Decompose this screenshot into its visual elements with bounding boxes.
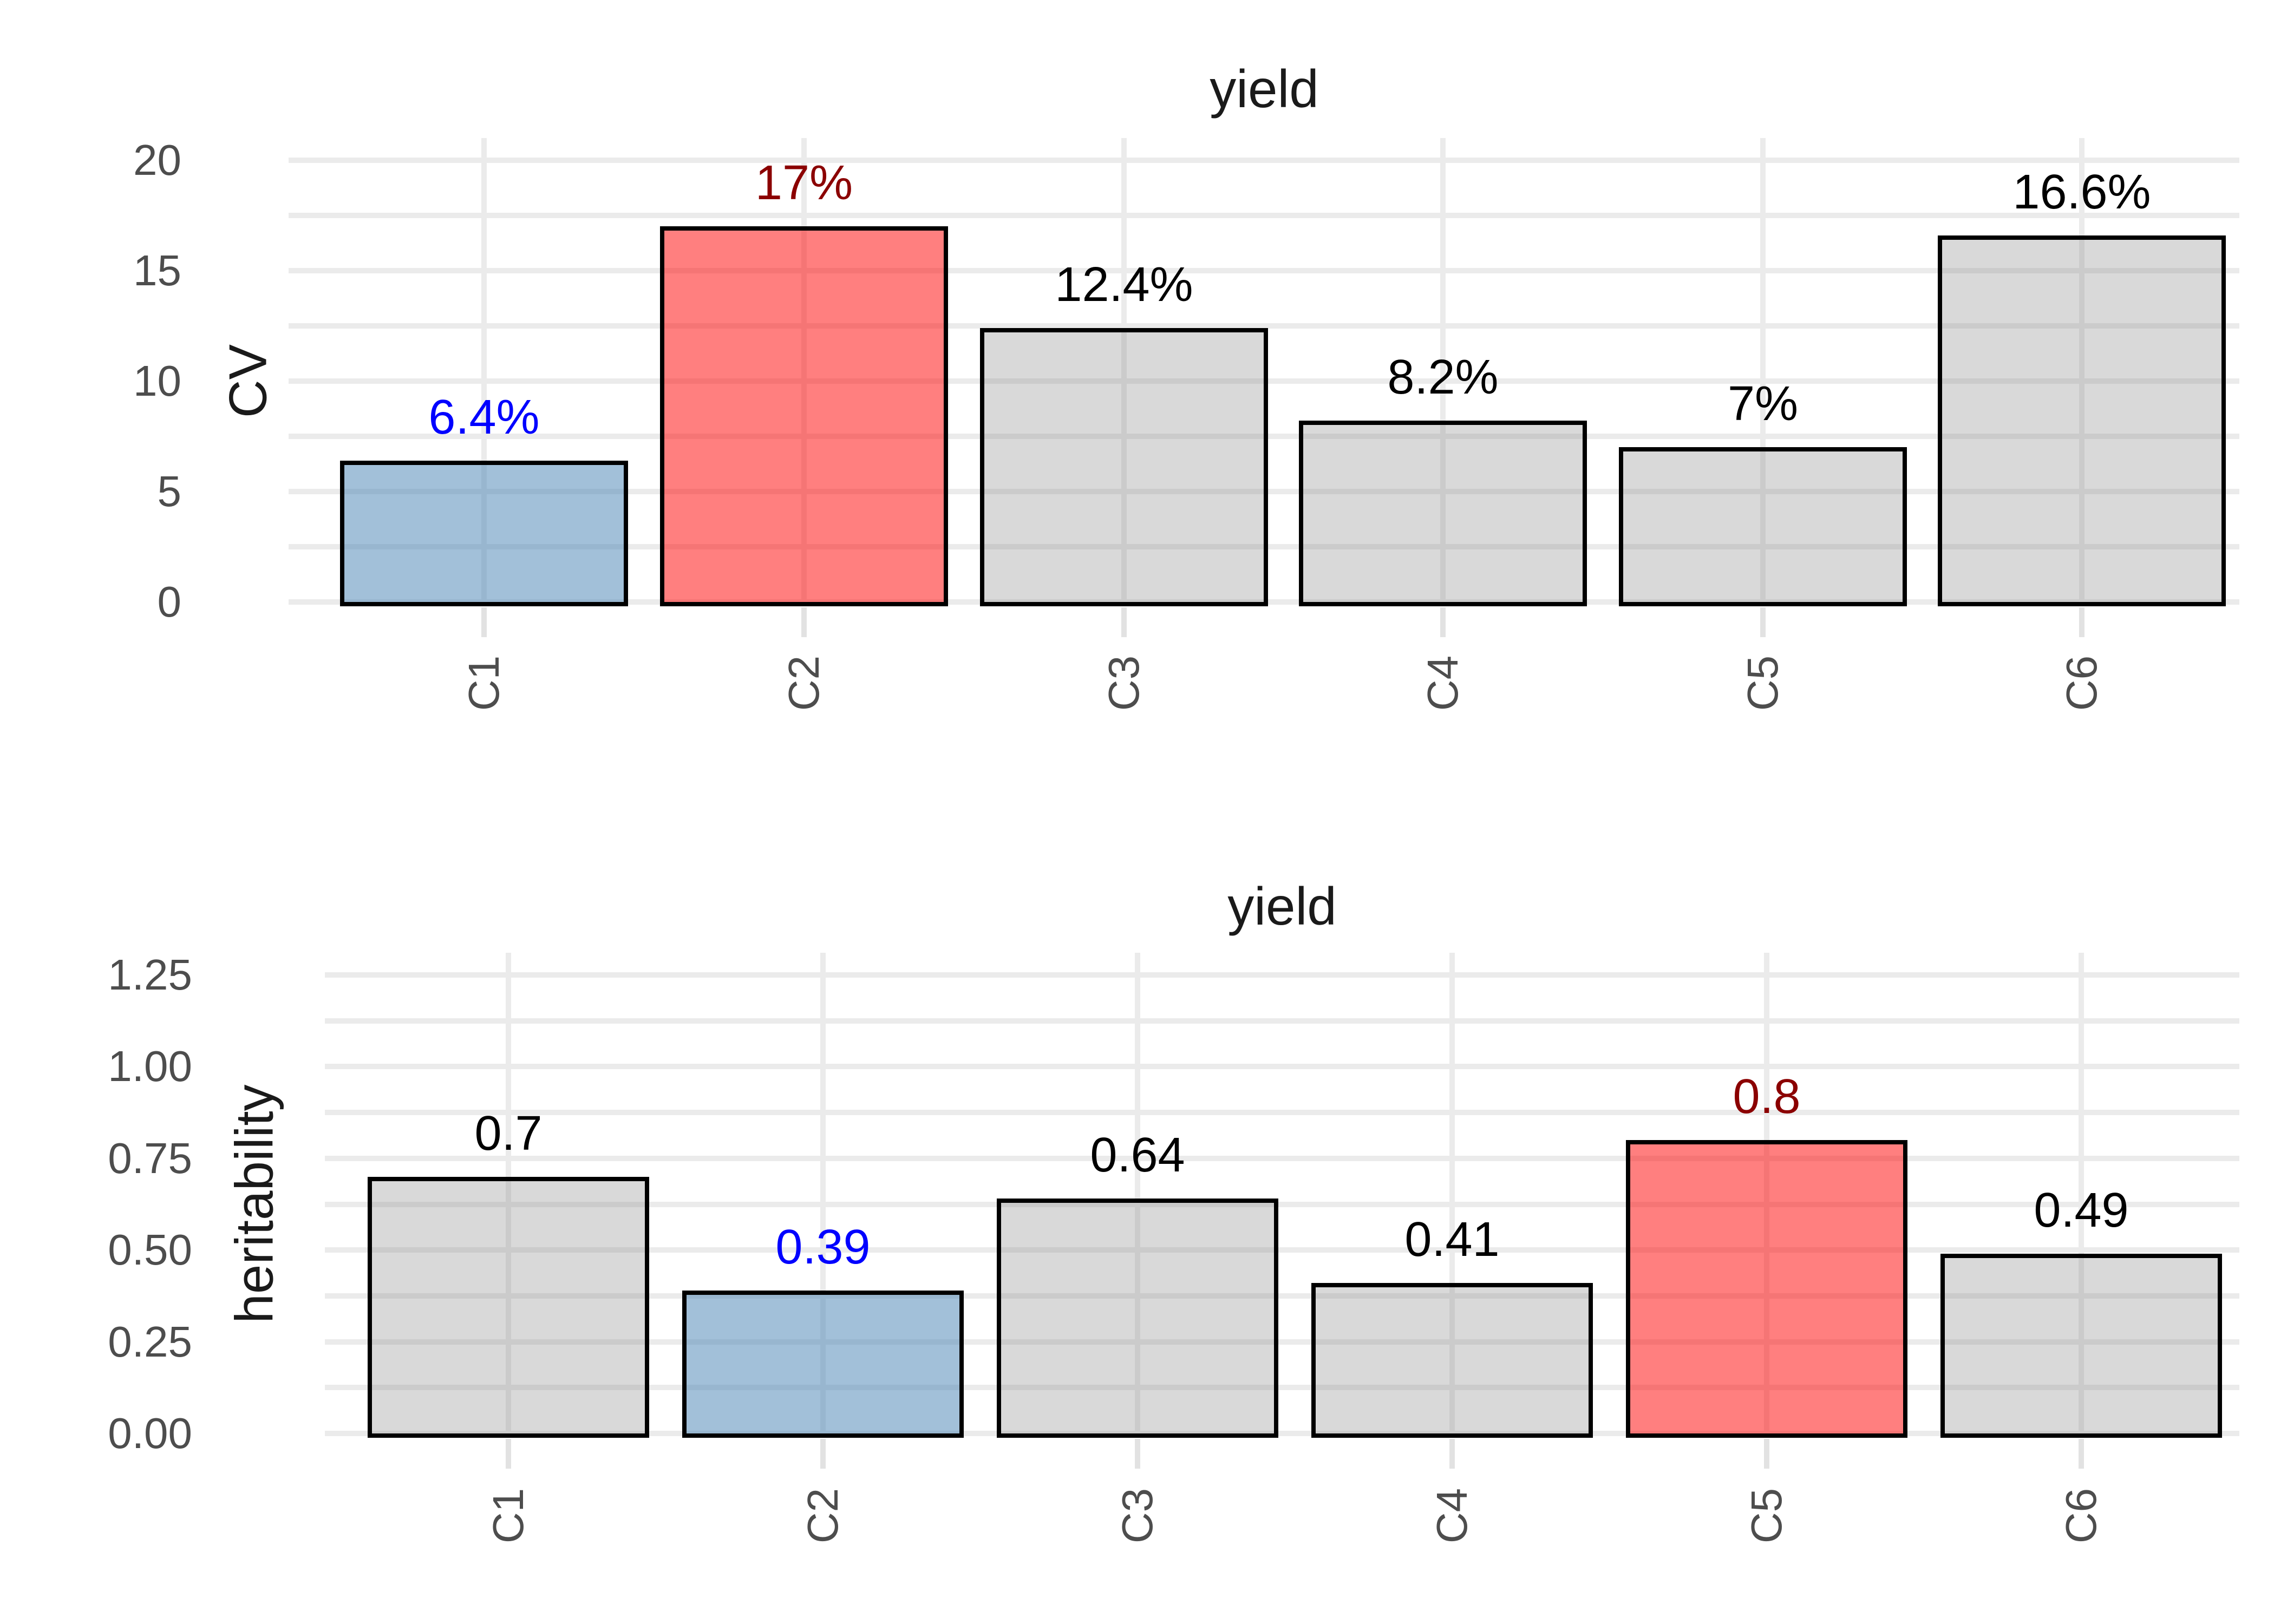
h-gridline-major — [325, 1064, 2239, 1070]
bar-value-label: 0.41 — [1404, 1213, 1500, 1267]
x-axis-tick — [2079, 1439, 2084, 1469]
bar-value-label: 8.2% — [1387, 350, 1499, 405]
bar-C3 — [980, 328, 1268, 606]
h-gridline-minor — [325, 1018, 2239, 1024]
bar-value-label: 12.4% — [1055, 258, 1193, 312]
bar-C6 — [1940, 1253, 2222, 1438]
bar-value-label: 0.39 — [775, 1220, 871, 1274]
x-tick-label: C3 — [1113, 1488, 1161, 1544]
y-tick-label: 0.25 — [108, 1317, 192, 1366]
x-axis-tick — [1135, 1439, 1140, 1469]
h-gridline-minor — [289, 323, 2239, 329]
bar-value-label: 6.4% — [428, 390, 540, 444]
bar-C3 — [997, 1199, 1278, 1438]
h-gridline-minor — [325, 1385, 2239, 1391]
h-gridline-minor — [325, 1293, 2239, 1299]
bar-C2 — [682, 1290, 964, 1438]
y-tick-label: 0 — [157, 578, 182, 626]
bar-value-label: 0.8 — [1733, 1069, 1801, 1124]
bar-C6 — [1938, 235, 2226, 606]
y-tick-label: 0.75 — [108, 1134, 192, 1182]
v-gridline — [1760, 138, 1766, 602]
v-gridline — [2079, 953, 2084, 1433]
x-axis-tick — [1760, 607, 1766, 637]
x-axis-tick — [1440, 607, 1446, 637]
v-gridline — [1440, 138, 1446, 602]
y-tick-label: 1.25 — [108, 951, 192, 999]
y-tick-label: 1.00 — [108, 1042, 192, 1091]
y-tick-label: 0.50 — [108, 1226, 192, 1274]
x-axis-tick — [1121, 607, 1127, 637]
x-tick-label: C6 — [2057, 1488, 2105, 1544]
h-gridline-minor — [325, 1110, 2239, 1116]
y-axis-title: heritability — [224, 1084, 284, 1324]
v-gridline — [1121, 138, 1127, 602]
bar-C5 — [1619, 447, 1907, 606]
bar-C5 — [1626, 1140, 1907, 1438]
bar-value-label: 0.7 — [474, 1106, 543, 1161]
chart-title: yield — [1227, 876, 1337, 936]
x-axis-tick — [1764, 1439, 1769, 1469]
bar-value-label: 0.64 — [1090, 1128, 1185, 1183]
y-tick-label: 10 — [133, 357, 181, 405]
v-gridline — [820, 953, 826, 1433]
x-tick-label: C1 — [484, 1488, 532, 1544]
y-tick-label: 5 — [157, 467, 182, 515]
v-gridline — [506, 953, 511, 1433]
x-tick-label: C2 — [799, 1488, 847, 1544]
v-gridline — [1449, 953, 1455, 1433]
h-gridline-major — [325, 1339, 2239, 1345]
h-gridline-major — [325, 972, 2239, 978]
h-gridline-major — [289, 268, 2239, 273]
bar-value-label: 16.6% — [2012, 165, 2151, 219]
v-gridline — [2079, 138, 2084, 602]
x-tick-label: C5 — [1742, 1488, 1791, 1544]
y-tick-label: 20 — [133, 136, 181, 184]
x-axis-tick — [2079, 607, 2084, 637]
x-axis-tick — [820, 1439, 826, 1469]
v-gridline — [1135, 953, 1140, 1433]
bar-C4 — [1311, 1283, 1593, 1438]
bar-C2 — [660, 226, 948, 606]
h-gridline-major — [325, 1247, 2239, 1253]
x-axis-tick — [506, 1439, 511, 1469]
x-axis-tick — [481, 607, 487, 637]
h-gridline-minor — [289, 213, 2239, 218]
chart-title: yield — [1210, 59, 1319, 119]
bar-C1 — [340, 460, 628, 606]
h-gridline-minor — [325, 1201, 2239, 1207]
bar-C4 — [1299, 421, 1587, 606]
y-tick-label: 0.00 — [108, 1409, 192, 1457]
h-gridline-major — [325, 1155, 2239, 1161]
y-tick-label: 15 — [133, 246, 181, 294]
x-axis-tick — [801, 607, 807, 637]
h-gridline-major — [325, 1431, 2239, 1436]
bar-value-label: 0.49 — [2034, 1183, 2129, 1237]
v-gridline — [481, 138, 487, 602]
bar-value-label: 17% — [755, 156, 853, 211]
x-tick-label: C4 — [1428, 1488, 1476, 1544]
h-gridline-major — [289, 158, 2239, 163]
bar-C1 — [368, 1176, 649, 1438]
x-axis-tick — [1449, 1439, 1455, 1469]
bar-value-label: 7% — [1727, 377, 1799, 431]
